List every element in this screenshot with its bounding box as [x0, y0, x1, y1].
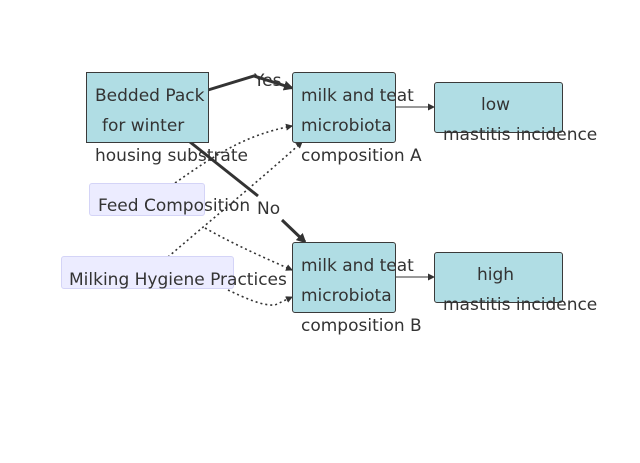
high-incidence-label-line2: mastitis incidence [443, 295, 598, 315]
microbiota-b-label-line1: milk and teat [301, 256, 414, 276]
microbiota-b-label-line3: composition B [301, 316, 422, 336]
microbiota-b-label-line2: microbiota [301, 286, 392, 306]
milking-hygiene-label: Milking Hygiene Practices [69, 270, 287, 290]
edge-milking-to-b [227, 289, 293, 306]
microbiota-a-label-line1: milk and teat [301, 86, 414, 106]
edge-yes [207, 74, 294, 92]
edge-no [189, 140, 305, 242]
low-incidence-label-line2: mastitis incidence [443, 125, 598, 145]
feed-composition-node [89, 183, 205, 216]
microbiota-a-label-line2: microbiota [301, 116, 392, 136]
microbiota-a-label-line3: composition A [301, 146, 422, 166]
microbiota-a-node [292, 72, 396, 143]
edge-feed-to-a [174, 123, 293, 184]
high-incidence-node [434, 252, 563, 303]
edge-milking-to-a [167, 141, 303, 258]
bedded-pack-label-line3: housing substrate [95, 146, 248, 166]
edge-feed-to-b [204, 227, 293, 271]
edge-label-no: No [257, 199, 281, 219]
microbiota-b-node [292, 242, 396, 313]
high-incidence-label-line1: high [477, 265, 515, 285]
edge-label-yes: Yes [254, 71, 282, 91]
low-incidence-node [434, 82, 563, 133]
bedded-pack-label-line2: for winter [102, 116, 185, 136]
low-incidence-label-line1: low [481, 95, 511, 115]
bedded-pack-label-line1: Bedded Pack [95, 86, 205, 106]
bedded-pack-node [86, 72, 209, 143]
feed-composition-label: Feed Composition [98, 196, 251, 216]
milking-hygiene-node [61, 256, 234, 289]
